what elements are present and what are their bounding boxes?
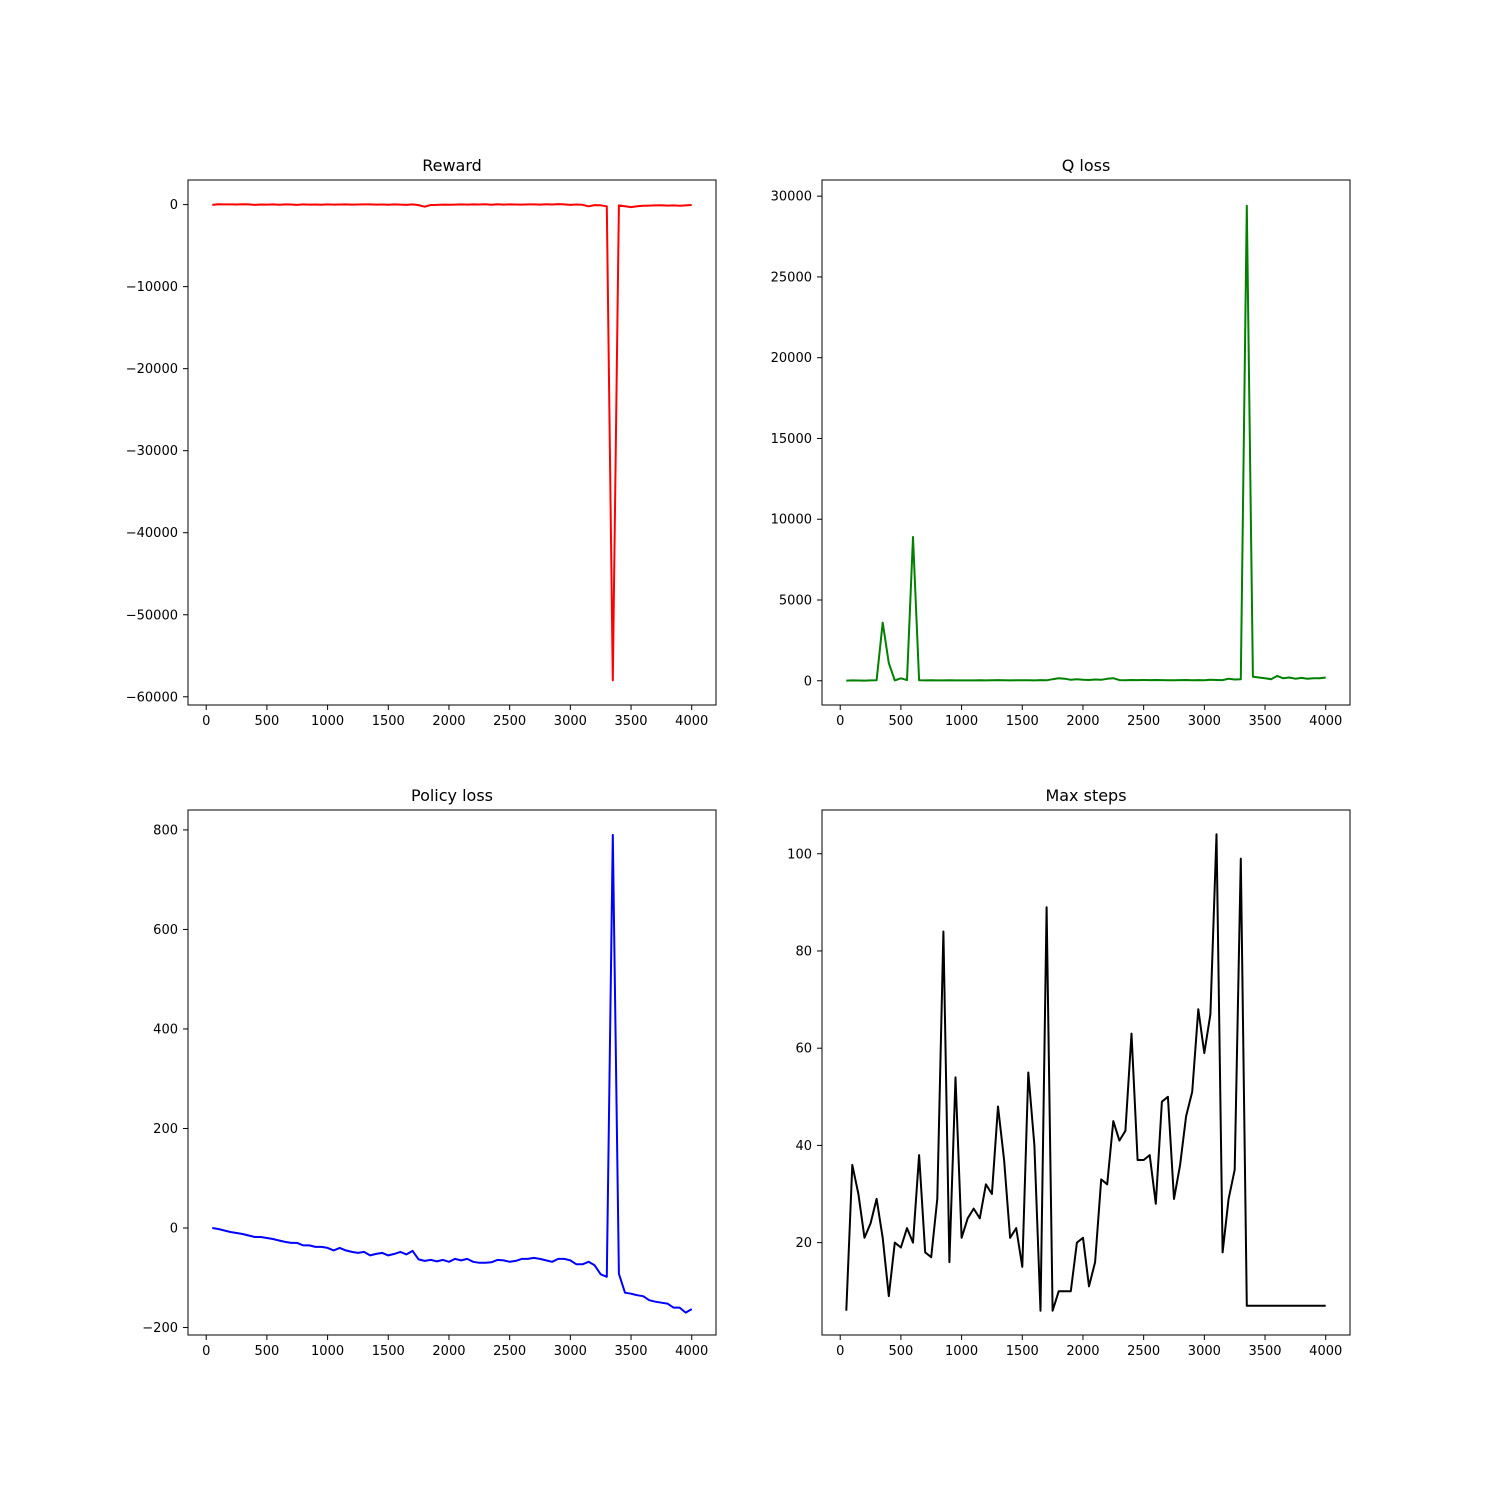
max-steps-axes-frame [821, 809, 1351, 1336]
reward-x-tick-label: 1500 [372, 714, 405, 729]
q-loss-axes-frame [821, 179, 1351, 706]
policy-loss-x-tick-label: 0 [202, 1344, 210, 1359]
max-steps-x-tick-label: 1000 [945, 1344, 978, 1359]
q-loss-x-tick-label: 1000 [945, 714, 978, 729]
reward-x-tick-label: 2000 [432, 714, 465, 729]
reward-x-tick-label: 500 [254, 714, 279, 729]
q-loss-x-tick-label: 2500 [1127, 714, 1160, 729]
policy-loss-x-tick-label: 3500 [614, 1344, 647, 1359]
reward-y-tick-label: −30000 [126, 444, 178, 459]
policy-loss-x-tick-label: 2000 [432, 1344, 465, 1359]
q-loss-x-tick-label: 1500 [1006, 714, 1039, 729]
policy-loss-title: Policy loss [411, 786, 493, 805]
q-loss-x-tick-label: 3500 [1248, 714, 1281, 729]
policy-loss-x-tick-label: 3000 [554, 1344, 587, 1359]
policy-loss-y-tick-label: −200 [142, 1321, 178, 1336]
reward-y-tick-label: −10000 [126, 280, 178, 295]
reward-y-tick-label: −40000 [126, 526, 178, 541]
policy-loss-x-tick-label: 1500 [372, 1344, 405, 1359]
reward-axes-frame [187, 179, 717, 706]
policy-loss-y-tick-label: 800 [153, 823, 178, 838]
max-steps-y-tick-label: 20 [795, 1236, 812, 1251]
reward-x-tick-label: 4000 [675, 714, 708, 729]
reward-subplot: Reward 0 500 1000 1500 2000 2500 3000 3500 4000 0… [126, 156, 717, 729]
q-loss-series-line [846, 204, 1326, 682]
policy-loss-y-tick-label: 200 [153, 1122, 178, 1137]
max-steps-x-tick-label: 3000 [1188, 1344, 1221, 1359]
q-loss-subplot: Q loss 0 500 1000 1500 2000 2500 3000 3500 4000 0… [771, 156, 1351, 729]
max-steps-y-tick-label: 80 [795, 944, 812, 959]
q-loss-y-tick-label: 25000 [771, 270, 812, 285]
max-steps-y-tick-label: 40 [795, 1139, 812, 1154]
q-loss-title: Q loss [1062, 156, 1111, 175]
policy-loss-series-line [212, 833, 693, 1314]
max-steps-x-tick-label: 1500 [1006, 1344, 1039, 1359]
q-loss-x-tick-label: 0 [836, 714, 844, 729]
max-steps-y-tick-label: 60 [795, 1042, 812, 1057]
reward-y-tick-label: −50000 [126, 608, 178, 623]
policy-loss-y-tick-label: 400 [153, 1022, 178, 1037]
max-steps-y-tick-label: 100 [787, 847, 812, 862]
max-steps-x-tick-label: 2500 [1127, 1344, 1160, 1359]
max-steps-x-tick-label: 4000 [1309, 1344, 1342, 1359]
q-loss-y-tick-label: 30000 [771, 190, 812, 205]
q-loss-y-tick-label: 10000 [771, 513, 812, 528]
max-steps-x-tick-label: 0 [836, 1344, 844, 1359]
q-loss-x-tick-label: 3000 [1188, 714, 1221, 729]
reward-x-tick-label: 3000 [554, 714, 587, 729]
policy-loss-x-tick-label: 2500 [493, 1344, 526, 1359]
q-loss-x-tick-label: 500 [888, 714, 913, 729]
policy-loss-axes-frame [187, 809, 717, 1336]
max-steps-series-line [845, 833, 1326, 1312]
reward-x-tick-label: 1000 [311, 714, 344, 729]
reward-y-tick-label: −60000 [126, 690, 178, 705]
max-steps-x-tick-label: 3500 [1248, 1344, 1281, 1359]
max-steps-title: Max steps [1045, 786, 1126, 805]
max-steps-subplot: Max steps 0 500 1000 1500 2000 2500 3000 3500 40… [787, 786, 1351, 1359]
policy-loss-y-tick-label: 0 [170, 1222, 178, 1237]
reward-x-tick-label: 3500 [614, 714, 647, 729]
q-loss-x-tick-label: 4000 [1309, 714, 1342, 729]
q-loss-y-tick-label: 15000 [771, 432, 812, 447]
policy-loss-x-tick-label: 1000 [311, 1344, 344, 1359]
reward-x-tick-label: 0 [202, 714, 210, 729]
reward-y-tick-label: −20000 [126, 362, 178, 377]
policy-loss-x-tick-label: 4000 [675, 1344, 708, 1359]
max-steps-x-tick-label: 2000 [1066, 1344, 1099, 1359]
reward-x-tick-label: 2500 [493, 714, 526, 729]
q-loss-y-tick-label: 20000 [771, 351, 812, 366]
q-loss-y-tick-label: 5000 [779, 594, 812, 609]
reward-title: Reward [422, 156, 482, 175]
policy-loss-subplot: Policy loss 0 500 1000 1500 2000 2500 3000 3500… [142, 786, 717, 1359]
max-steps-x-tick-label: 500 [888, 1344, 913, 1359]
reward-y-tick-label: 0 [170, 198, 178, 213]
reward-series-line [212, 203, 692, 682]
q-loss-y-tick-label: 0 [804, 674, 812, 689]
policy-loss-x-tick-label: 500 [254, 1344, 279, 1359]
policy-loss-y-tick-label: 600 [153, 923, 178, 938]
q-loss-x-tick-label: 2000 [1066, 714, 1099, 729]
